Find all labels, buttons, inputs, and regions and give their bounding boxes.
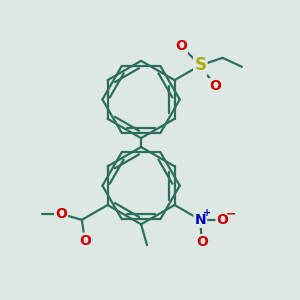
Text: O: O [217, 213, 229, 227]
Text: O: O [175, 39, 187, 53]
Text: +: + [203, 208, 211, 218]
Text: N: N [194, 213, 206, 227]
Text: O: O [79, 234, 91, 248]
Text: O: O [196, 235, 208, 249]
Text: O: O [55, 207, 67, 221]
Text: S: S [194, 56, 206, 74]
Text: O: O [209, 79, 221, 93]
Text: −: − [226, 207, 236, 220]
